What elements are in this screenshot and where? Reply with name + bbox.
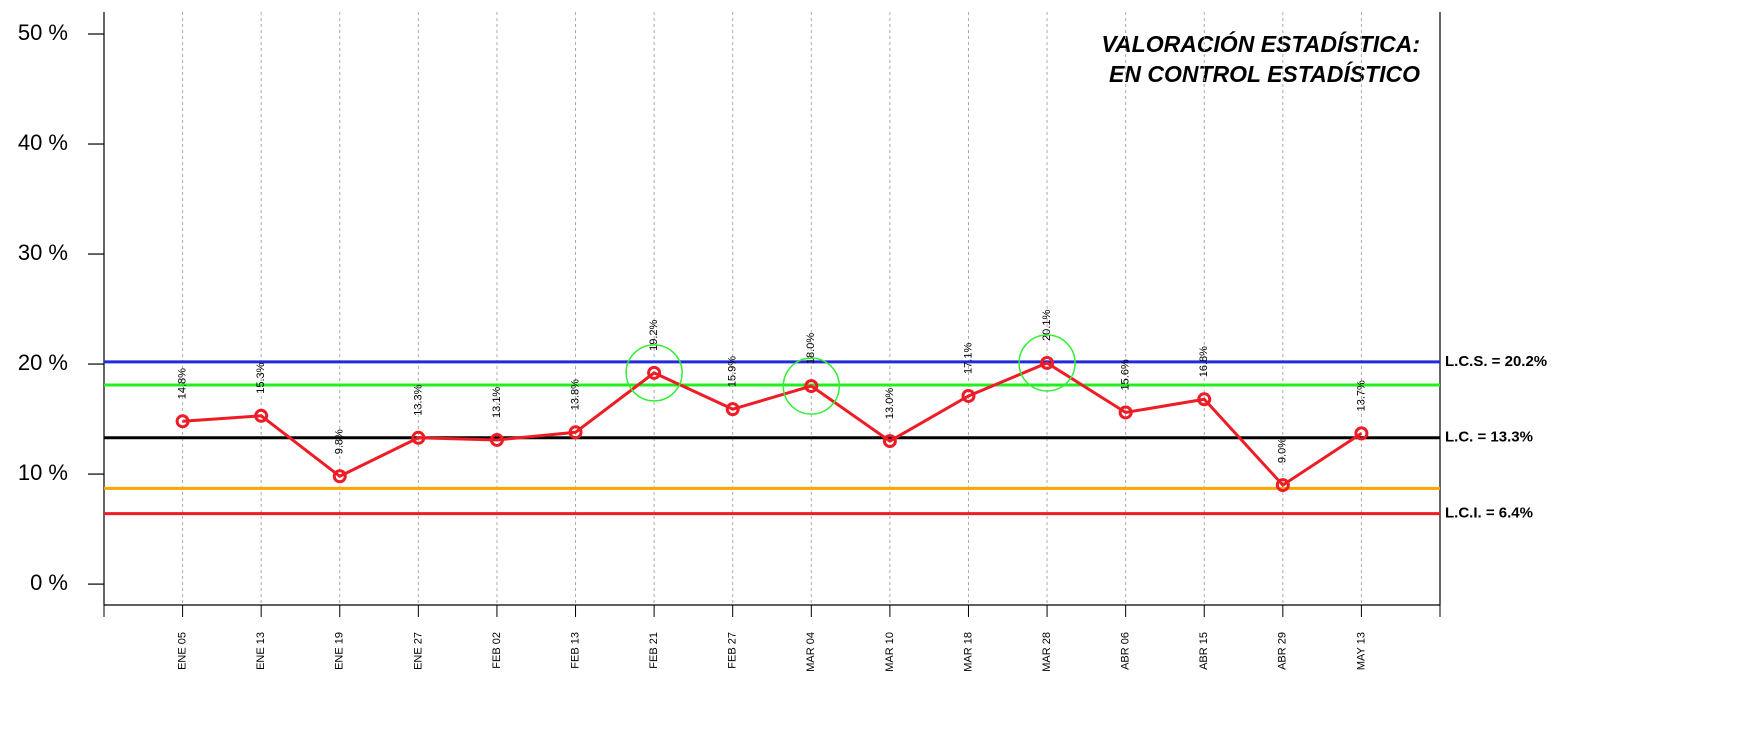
x-tick-label: MAR 18 [962,632,974,672]
x-tick-label: MAR 28 [1041,632,1053,672]
x-tick-label: ABR 15 [1198,632,1210,670]
data-label: 13.0% [884,388,896,419]
x-tick-label: FEB 27 [727,632,739,669]
data-label: 15.6% [1120,359,1132,390]
data-point [1197,392,1212,407]
data-label: 9.8% [334,429,346,454]
data-point [882,434,897,449]
data-point [568,425,583,440]
data-point [961,388,976,403]
x-tick-label: ENE 27 [412,632,424,670]
data-point [489,432,504,447]
x-tick-label: ENE 05 [176,632,188,670]
highlight-circle [625,344,683,402]
data-label: 13.8% [569,379,581,410]
data-point [1275,478,1290,493]
data-point [1040,355,1055,370]
data-point [647,365,662,380]
data-label: 18.0% [805,333,817,364]
data-label: 13.1% [491,387,503,418]
data-label: 9.0% [1277,438,1289,463]
data-point [254,408,269,423]
data-label: 20.1% [1041,310,1053,341]
y-tick-label: 0 % [30,570,68,595]
data-label: 15.3% [255,362,267,393]
data-point [1354,426,1369,441]
data-label: 13.7% [1355,380,1367,411]
y-tick-label: 50 % [18,20,68,45]
data-label: 13.3% [412,384,424,415]
x-tick-label: FEB 02 [491,632,503,669]
data-point [1118,405,1133,420]
data-label: 16.8% [1198,346,1210,377]
y-tick-label: 20 % [18,350,68,375]
reference-label: L.C. = 13.3% [1445,429,1533,446]
chart-title: EN CONTROL ESTADÍSTICO [1109,60,1420,87]
data-label: 19.2% [648,319,660,350]
data-point [332,469,347,484]
x-tick-label: FEB 21 [648,632,660,669]
x-tick-label: MAY 13 [1355,632,1367,670]
reference-label: L.C.S. = 20.2% [1445,353,1547,370]
data-label: 15.9% [727,356,739,387]
x-tick-label: ABR 29 [1277,632,1289,670]
data-point [725,402,740,417]
data-point [175,414,190,429]
highlight-circle [1018,334,1076,392]
chart-title: VALORACIÓN ESTADÍSTICA: [1101,30,1420,57]
x-tick-label: MAR 10 [884,632,896,672]
reference-label: L.C.I. = 6.4% [1445,505,1533,522]
y-tick-label: 10 % [18,460,68,485]
data-point [804,379,819,394]
x-tick-label: MAR 04 [805,632,817,672]
data-line [182,361,1363,488]
y-tick-label: 30 % [18,240,68,265]
y-tick-label: 40 % [18,130,68,155]
x-tick-label: ABR 06 [1120,632,1132,670]
highlight-circle [782,357,841,415]
data-point [411,430,426,445]
data-label: 14.8% [176,368,188,399]
x-tick-label: ENE 19 [334,632,346,670]
data-label: 17.1% [962,343,974,374]
x-tick-label: ENE 13 [255,632,267,670]
x-tick-label: FEB 13 [569,632,581,669]
